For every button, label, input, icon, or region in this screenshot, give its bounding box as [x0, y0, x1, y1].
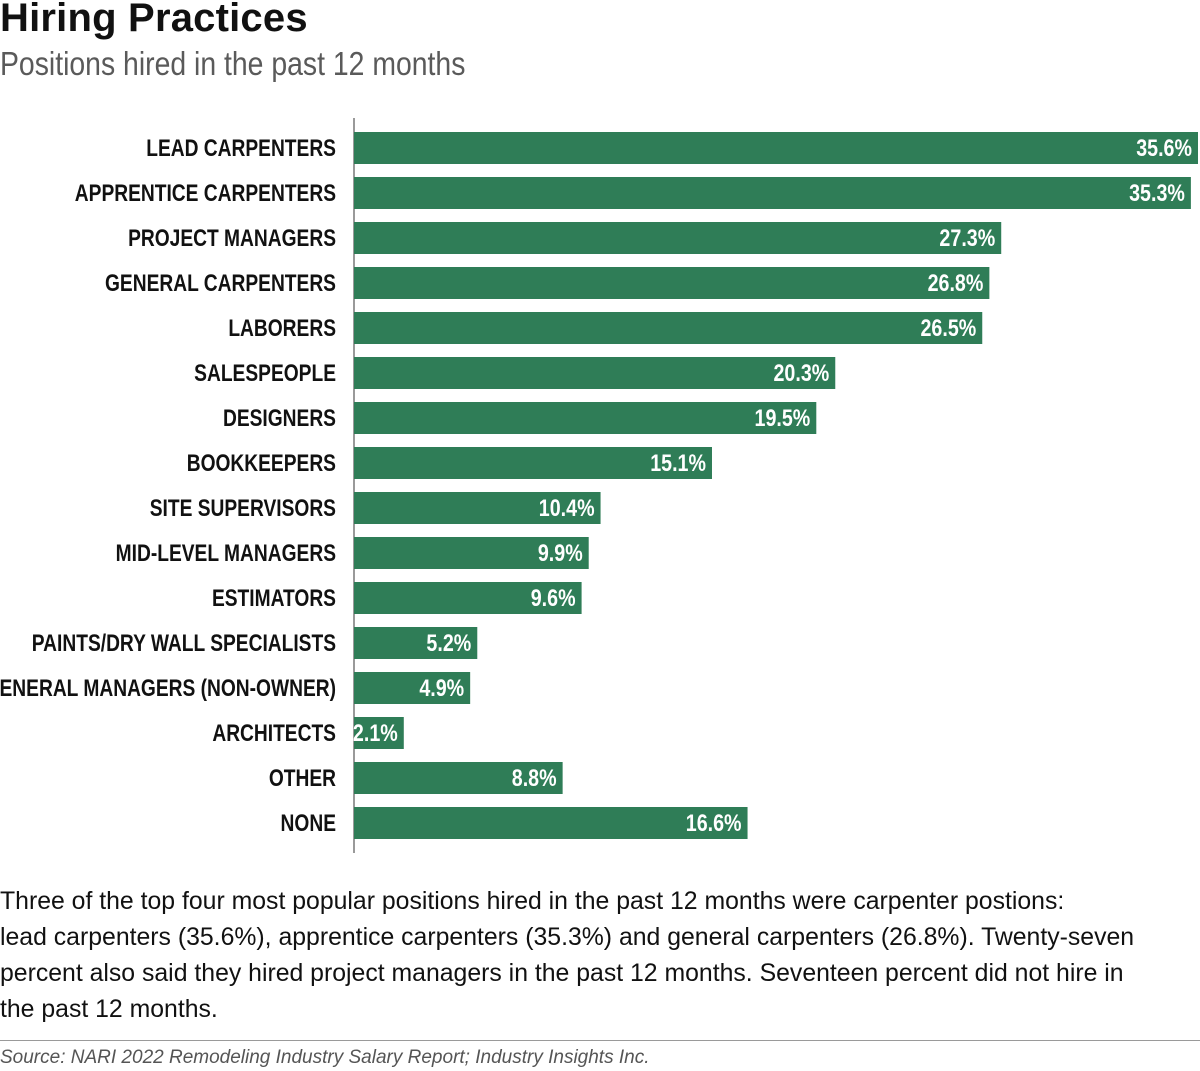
category-label: SALESPEOPLE: [194, 359, 336, 387]
bar: [354, 492, 601, 524]
footer-divider: [0, 1040, 1200, 1041]
data-label: 2.1%: [353, 719, 398, 746]
data-label: 16.6%: [686, 809, 742, 836]
category-label: DESIGNERS: [223, 404, 336, 432]
bar: [354, 312, 983, 344]
data-label: 19.5%: [755, 404, 811, 431]
category-label: PAINTS/DRY WALL SPECIALISTS: [32, 629, 336, 657]
bar: [354, 447, 712, 479]
bar: [354, 582, 582, 614]
bar-chart-svg: LEAD CARPENTERS 35.6% APPRENTICE CARPENTER…: [0, 118, 1198, 853]
bar: [354, 627, 478, 659]
data-label: 26.8%: [928, 269, 984, 296]
data-label: 20.3%: [773, 359, 829, 386]
bar-chart: LEAD CARPENTERS 35.6% APPRENTICE CARPENTER…: [0, 118, 1200, 854]
data-label: 35.3%: [1129, 179, 1185, 206]
category-label: PROJECT MANAGERS: [128, 224, 336, 252]
bar: [354, 267, 990, 299]
category-label: LABORERS: [228, 314, 336, 342]
category-label: BOOKKEEPERS: [187, 449, 336, 477]
category-label: OTHER: [269, 764, 336, 792]
source-note: Source: NARI 2022 Remodeling Industry Sa…: [0, 1047, 650, 1068]
bar: [354, 402, 817, 434]
caption-line: Three of the top four most popular posit…: [0, 887, 1065, 915]
bar: [354, 807, 748, 839]
caption-line: the past 12 months.: [0, 995, 218, 1023]
bar: [354, 222, 1002, 254]
category-label: MID-LEVEL MANAGERS: [116, 539, 336, 567]
category-label: NONE: [281, 809, 336, 837]
bar: [354, 537, 589, 569]
caption-line: percent also said they hired project man…: [0, 959, 1124, 987]
data-label: 5.2%: [426, 629, 471, 656]
bar: [354, 132, 1198, 164]
category-label: ARCHITECTS: [212, 719, 336, 747]
category-label: GENERAL MANAGERS (NON-OWNER): [0, 674, 336, 702]
bar: [354, 357, 836, 389]
caption-line: lead carpenters (35.6%), apprentice carp…: [0, 923, 1135, 951]
chart-subtitle: Positions hired in the past 12 months: [0, 45, 466, 82]
data-label: 26.5%: [920, 314, 976, 341]
bar: [354, 717, 404, 749]
category-label: ESTIMATORS: [212, 584, 336, 612]
data-label: 9.6%: [531, 584, 576, 611]
category-label: GENERAL CARPENTERS: [105, 269, 336, 297]
category-label: SITE SUPERVISORS: [150, 494, 336, 522]
category-label: APPRENTICE CARPENTERS: [75, 179, 336, 207]
data-label: 4.9%: [419, 674, 464, 701]
bar: [354, 762, 563, 794]
data-label: 35.6%: [1136, 134, 1192, 161]
bar: [354, 672, 471, 704]
data-label: 9.9%: [538, 539, 583, 566]
data-label: 27.3%: [939, 224, 995, 251]
chart-caption: Three of the top four most popular posit…: [0, 883, 1200, 1027]
category-label: LEAD CARPENTERS: [146, 134, 336, 162]
data-label: 8.8%: [512, 764, 557, 791]
data-label: 15.1%: [650, 449, 706, 476]
chart-title: Hiring Practices: [0, 0, 308, 40]
bar: [354, 177, 1191, 209]
data-label: 10.4%: [539, 494, 595, 521]
